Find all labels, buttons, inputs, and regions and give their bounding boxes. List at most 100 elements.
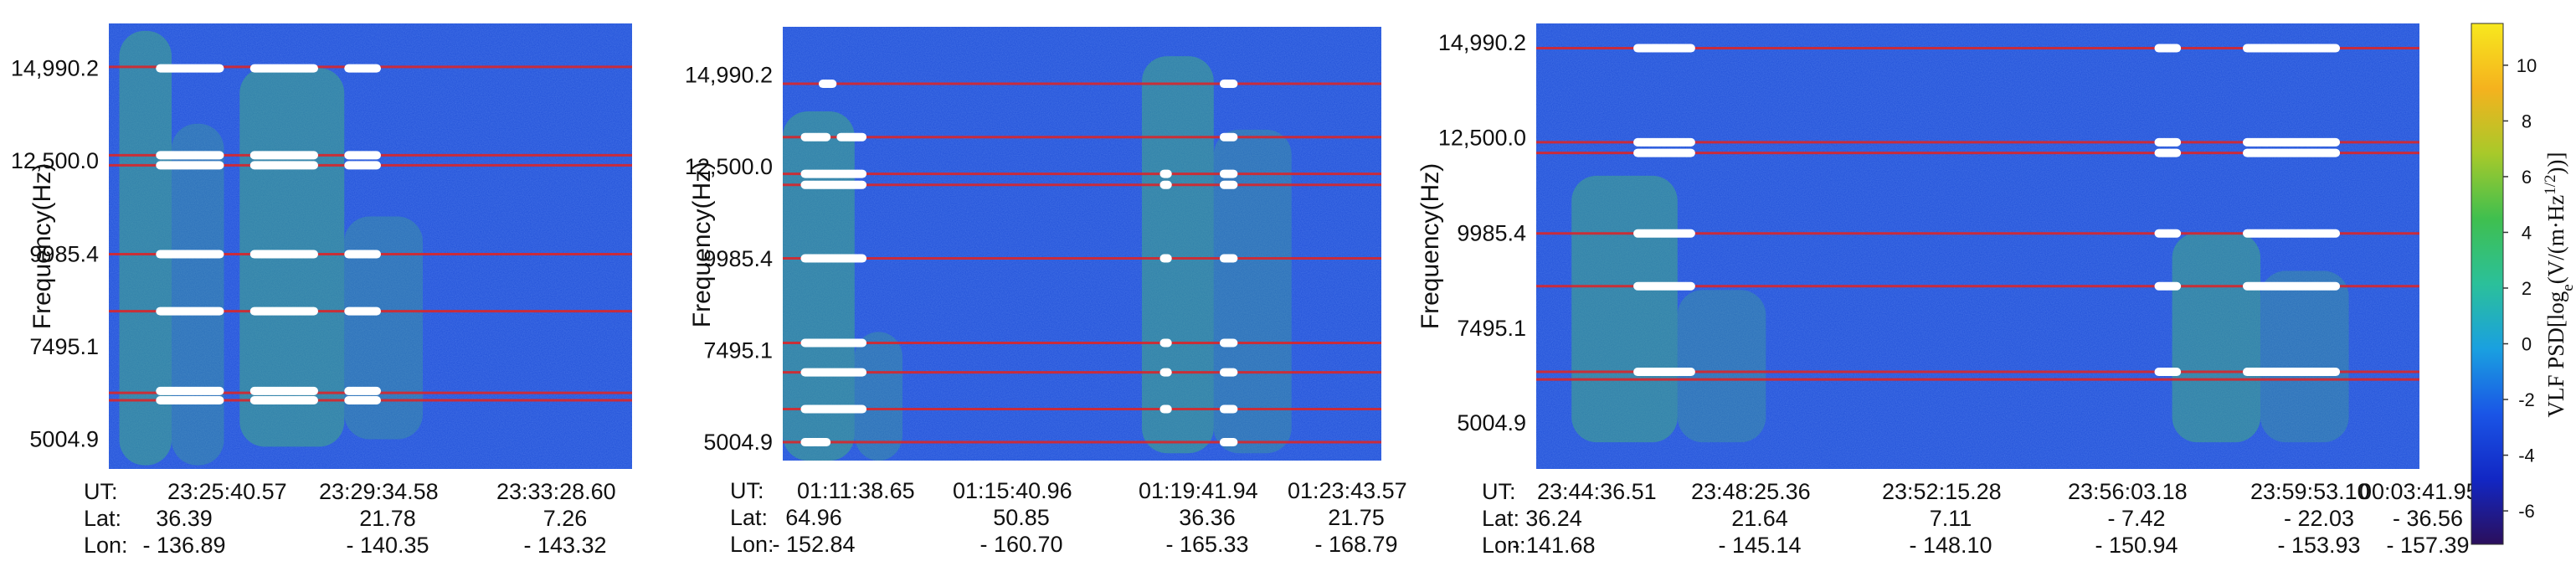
info-value: 36.36 (1179, 505, 1236, 530)
saturated-segment (249, 161, 318, 170)
colorbar-tick-label: 6 (2522, 167, 2532, 188)
info-value: - 150.94 (2095, 533, 2178, 558)
info-value: 36.24 (1525, 506, 1582, 531)
emission-region (2260, 270, 2349, 443)
saturated-segment (1219, 404, 1238, 414)
y-tick-label: 12,500.0 (11, 148, 99, 173)
saturated-segment (1159, 368, 1172, 377)
saturated-segment (249, 395, 318, 404)
colorbar: 10 8 6 4 2 0 -2 -4 -6 VLF PSD[loge(V/(m·Hz1/2))] (2471, 23, 2576, 545)
info-row-label: UT: (730, 478, 764, 503)
info-row-label: UT: (84, 479, 118, 504)
info-value: 23:48:25.36 (1691, 479, 1811, 504)
saturated-segment (800, 169, 867, 178)
colorbar-ticks: 10 8 6 4 2 0 -2 -4 -6 (2503, 55, 2537, 522)
info-value: 23:25:40.57 (167, 479, 287, 504)
emission-region (2172, 233, 2261, 443)
info-value: - 22.03 (2284, 506, 2354, 531)
y-tick-label: 7495.1 (29, 334, 99, 359)
y-tick-label: 5004.9 (1457, 410, 1526, 435)
info-value: 23:52:15.28 (1882, 479, 2002, 504)
noise-texture (783, 27, 1381, 461)
info-row-label: Lat: (730, 505, 768, 530)
saturated-segment (836, 132, 867, 142)
saturated-segment (800, 368, 867, 377)
info-value: - 168.79 (1314, 532, 1397, 557)
saturated-segment (2243, 148, 2341, 157)
info-value: 01:15:40.96 (953, 478, 1072, 503)
saturated-segment (156, 161, 224, 170)
saturated-segment (800, 404, 867, 414)
saturated-segment (344, 306, 381, 316)
info-row-label: Lon: (730, 532, 774, 557)
info-value: 21.75 (1328, 505, 1385, 530)
saturated-segment (156, 386, 224, 395)
info-value: - 145.14 (1718, 533, 1801, 558)
info-value: - 152.84 (772, 532, 855, 557)
y-tick-label: 7495.1 (703, 338, 773, 363)
colorbar-tick-label: 8 (2522, 111, 2532, 131)
saturated-segment (1219, 368, 1238, 377)
saturated-segment (2243, 368, 2341, 377)
saturated-segment (2154, 44, 2182, 53)
info-value: 01:19:41.94 (1139, 478, 1258, 503)
emission-region (172, 123, 224, 466)
saturated-segments (800, 80, 1238, 447)
info-value: 01:11:38.65 (797, 478, 915, 503)
saturated-segment (249, 250, 318, 259)
saturated-segment (344, 250, 381, 259)
colorbar-tick-label: -6 (2518, 501, 2535, 522)
saturated-segment (249, 64, 318, 73)
saturated-segment (156, 306, 224, 316)
y-tick-labels: 14,990.2 12,500.0 9985.4 7495.1 5004.9 (685, 62, 773, 454)
info-value: 21.78 (359, 506, 416, 531)
saturated-segment (344, 151, 381, 160)
saturated-segment (249, 386, 318, 395)
emission-region (1571, 175, 1678, 443)
y-tick-label: 14,990.2 (685, 62, 773, 87)
y-tick-label: 9985.4 (703, 246, 773, 271)
y-tick-label: 14,990.2 (1438, 30, 1526, 55)
info-row-label: Lon: (1482, 533, 1526, 558)
saturated-segment (1159, 404, 1172, 414)
info-value: - 7.42 (2107, 506, 2165, 531)
saturated-segment (1633, 281, 1695, 291)
saturated-segment (344, 395, 381, 404)
y-tick-labels: 14,990.2 12,500.0 9985.4 7495.1 5004.9 (11, 56, 99, 452)
emission-region (1142, 56, 1214, 454)
info-value: 21.64 (1731, 506, 1788, 531)
y-tick-label: 12,500.0 (1438, 125, 1526, 150)
colorbar-tick-label: 4 (2522, 222, 2532, 243)
saturated-segment (1219, 180, 1238, 189)
info-value: 7.11 (1930, 506, 1972, 531)
colorbar-tick-label: 10 (2517, 55, 2537, 76)
saturated-segment (1633, 229, 1695, 238)
saturated-segment (1159, 254, 1172, 263)
saturated-segment (156, 64, 224, 73)
saturated-segment (156, 250, 224, 259)
info-row-label: Lat: (1482, 506, 1519, 531)
saturated-segment (1159, 338, 1172, 348)
emission-region (854, 332, 902, 461)
info-value: 00:03:41.95 (2359, 479, 2479, 504)
saturated-segment (800, 132, 831, 142)
info-value: - 148.10 (1909, 533, 1992, 558)
saturated-segment (344, 386, 381, 395)
saturated-segments (1633, 44, 2341, 377)
saturated-segment (1633, 148, 1695, 157)
saturated-segment (2243, 137, 2341, 147)
orbit-info: UT: 01:11:38.65 01:15:40.96 01:19:41.94 01:2… (730, 478, 1407, 557)
colorbar-label: VLF PSD[loge(V/(m·Hz1/2))] (2542, 152, 2576, 418)
y-tick-label: 9985.4 (29, 242, 99, 267)
saturated-segment (2243, 281, 2341, 291)
info-value: - 140.35 (346, 533, 429, 558)
info-value: 01:23:43.57 (1288, 478, 1407, 503)
saturated-segment (818, 80, 837, 89)
saturated-segment (249, 306, 318, 316)
orbit-info: UT: 23:25:40.57 23:29:34.58 23:33:28.60 Lat:… (84, 479, 616, 558)
colorbar-tick-label: -2 (2518, 389, 2535, 410)
saturated-segment (1159, 169, 1172, 178)
colorbar-tick-label: 2 (2522, 278, 2532, 299)
saturated-segment (2154, 148, 2182, 157)
